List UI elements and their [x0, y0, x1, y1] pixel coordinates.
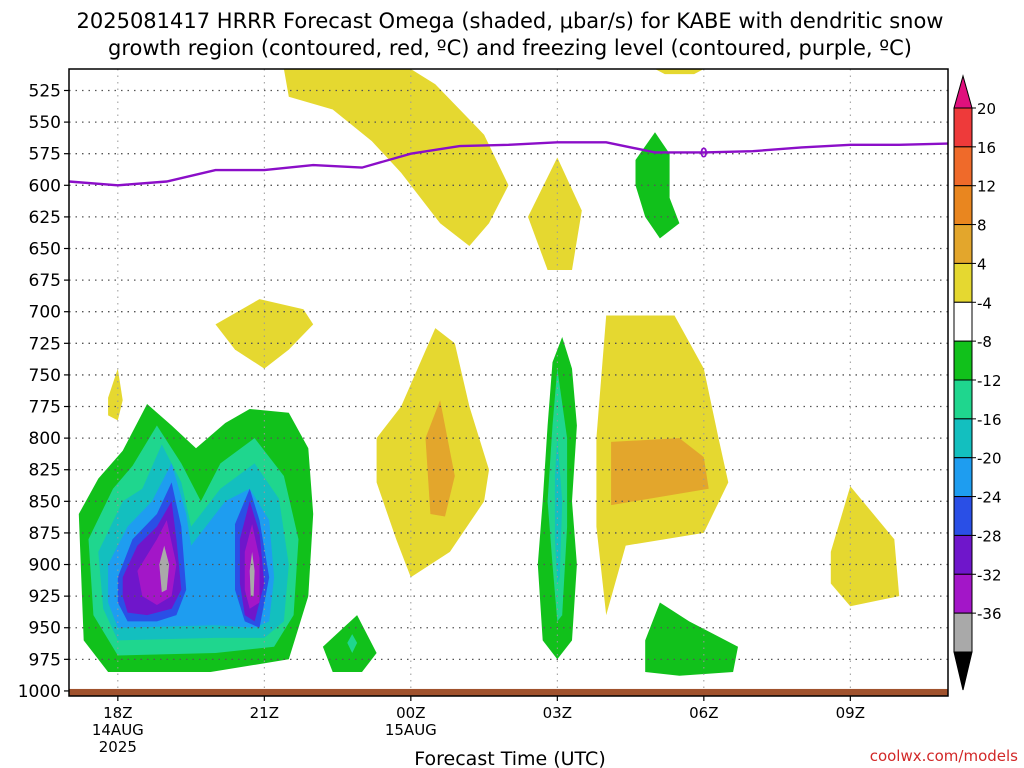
- y-tick-label-850: 850: [29, 492, 61, 512]
- omega-region-4: [108, 368, 123, 421]
- omega-region-20: [159, 545, 170, 593]
- y-tick-label-925: 925: [29, 587, 61, 607]
- colorbar-label-11: -28: [977, 527, 1002, 545]
- x-tick-label-18Z-1: 18Z: [103, 704, 132, 722]
- colorbar: 20 16 12 8 4 -4 -8 -12 -16 -20 -24 -28 -32 -36: [953, 74, 1002, 691]
- colorbar-swatch-13: [953, 612, 973, 653]
- colorbar-swatch-11: [953, 534, 973, 575]
- freezing-level-line: [68, 141, 949, 187]
- omega-region-6: [425, 400, 455, 517]
- y-tick-label-775: 775: [29, 398, 61, 418]
- colorbar-swatch-5: [953, 301, 973, 342]
- y-tick-label-900: 900: [29, 556, 61, 576]
- chart-title-line1: 2025081417 HRRR Forecast Omega (shaded, …: [77, 9, 944, 33]
- y-tick-label-700: 700: [29, 303, 61, 323]
- omega-region-8: [611, 438, 709, 506]
- colorbar-swatch-2: [953, 185, 973, 226]
- colorbar-swatch-3: [953, 224, 973, 264]
- colorbar-top-arrow: [953, 74, 973, 109]
- colorbar-swatch-0: [953, 107, 973, 148]
- x-tick-label-00Z-2: 15AUG: [385, 721, 437, 739]
- colorbar-label-10: -24: [977, 489, 1002, 507]
- y-tick-label-950: 950: [29, 619, 61, 639]
- x-tick-label-00Z-1: 00Z: [396, 704, 425, 722]
- colorbar-swatch-10: [953, 496, 973, 536]
- x-tick-label-09Z-1: 09Z: [836, 704, 865, 722]
- omega-region-2: [528, 157, 582, 270]
- y-tick-label-875: 875: [29, 524, 61, 544]
- y-tick-label-1000: 1000: [18, 682, 61, 702]
- y-tick-label-800: 800: [29, 429, 61, 449]
- omega-region-26: [554, 438, 563, 584]
- y-tick-label-675: 675: [29, 271, 61, 291]
- x-tick-label-18Z-2: 14AUG: [92, 721, 144, 739]
- colorbar-swatch-4: [953, 262, 973, 303]
- y-tick-label-525: 525: [29, 81, 61, 101]
- chart-title-line2: growth region (contoured, red, ºC) and f…: [108, 36, 912, 60]
- colorbar-swatch-7: [953, 379, 973, 420]
- colorbar-swatch-9: [953, 457, 973, 498]
- terrain-fill: [69, 688, 948, 696]
- plot-grid: [69, 69, 948, 696]
- colorbar-swatch-12: [953, 573, 973, 614]
- colorbar-label-6: -8: [977, 333, 992, 351]
- colorbar-label-8: -16: [977, 411, 1002, 429]
- colorbar-swatch-8: [953, 418, 973, 459]
- colorbar-swatch-6: [953, 340, 973, 381]
- colorbar-label-0: 20: [977, 100, 996, 118]
- freezing-level-label: 0: [700, 146, 708, 161]
- colorbar-label-4: 4: [977, 255, 987, 273]
- colorbar-label-9: -20: [977, 450, 1002, 468]
- colorbar-label-12: -32: [977, 566, 1002, 584]
- colorbar-swatch-1: [953, 146, 973, 187]
- colorbar-label-1: 16: [977, 139, 996, 157]
- x-tick-label-06Z-1: 06Z: [689, 704, 718, 722]
- omega-region-27: [635, 132, 680, 239]
- y-tick-label-725: 725: [29, 334, 61, 354]
- y-tick-label-650: 650: [29, 240, 61, 260]
- credit-text[interactable]: coolwx.com/models: [870, 747, 1018, 765]
- y-tick-label-550: 550: [29, 113, 61, 133]
- x-tick-label-03Z-1: 03Z: [543, 704, 572, 722]
- omega-region-21: [249, 551, 255, 597]
- y-tick-label-575: 575: [29, 145, 61, 165]
- omega-region-1: [655, 69, 704, 75]
- y-tick-label-600: 600: [29, 176, 61, 196]
- colorbar-label-3: 8: [977, 217, 987, 235]
- omega-region-9: [830, 486, 900, 607]
- colorbar-label-13: -36: [977, 605, 1002, 623]
- colorbar-label-7: -12: [977, 372, 1002, 390]
- y-tick-label-750: 750: [29, 366, 61, 386]
- omega-region-28: [645, 602, 738, 676]
- y-axis-ticks: 525 550 575 600 625 650 675 700 725 750 775 800 825 8…: [18, 81, 69, 702]
- colorbar-label-5: -4: [977, 294, 992, 312]
- freezing-level-contour: 0: [68, 141, 949, 187]
- x-tick-label-18Z-3: 2025: [99, 738, 137, 756]
- colorbar-bottom-arrow: [953, 651, 973, 691]
- y-tick-label-975: 975: [29, 650, 61, 670]
- terrain: [69, 688, 948, 696]
- plot-frame: [68, 68, 949, 697]
- y-tick-label-625: 625: [29, 208, 61, 228]
- omega-region-23: [347, 634, 358, 653]
- omega-shading: [78, 69, 900, 676]
- x-axis-label: Forecast Time (UTC): [414, 748, 605, 768]
- x-tick-label-21Z-1: 21Z: [250, 704, 279, 722]
- y-tick-label-825: 825: [29, 461, 61, 481]
- colorbar-label-2: 12: [977, 178, 996, 196]
- omega-region-3: [215, 299, 314, 369]
